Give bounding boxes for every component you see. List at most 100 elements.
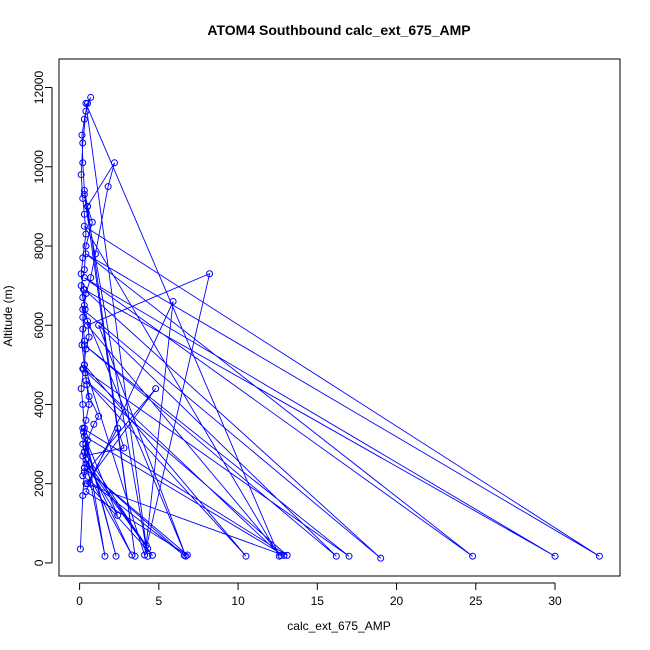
data-point xyxy=(79,325,87,333)
data-point xyxy=(79,472,87,480)
data-point xyxy=(80,337,88,345)
data-point xyxy=(79,159,87,167)
data-point xyxy=(80,115,88,123)
data-point xyxy=(169,297,177,305)
x-tick-label: 20 xyxy=(390,594,404,608)
y-axis-label: Altitude (m) xyxy=(1,285,15,346)
data-point xyxy=(82,107,90,115)
data-point xyxy=(84,321,92,329)
y-tick-label: 6000 xyxy=(32,312,46,339)
data-point xyxy=(79,424,87,432)
data-point xyxy=(128,551,136,559)
data-point xyxy=(80,190,88,198)
data-point xyxy=(80,468,88,476)
data-point xyxy=(80,286,88,294)
data-point xyxy=(80,361,88,369)
x-tick-label: 30 xyxy=(548,594,562,608)
data-point xyxy=(595,552,603,560)
x-tick-label: 25 xyxy=(469,594,483,608)
y-tick-label: 2000 xyxy=(32,470,46,497)
data-point xyxy=(82,250,90,258)
data-point xyxy=(76,545,84,553)
data-point xyxy=(82,290,90,298)
x-tick-label: 15 xyxy=(311,594,325,608)
data-point xyxy=(79,452,87,460)
data-point xyxy=(152,385,160,393)
data-point xyxy=(81,369,89,377)
data-point xyxy=(82,416,90,424)
data-point xyxy=(114,424,122,432)
data-point xyxy=(78,341,86,349)
x-tick-label: 5 xyxy=(155,594,162,608)
data-point xyxy=(82,440,90,448)
data-point xyxy=(131,552,139,560)
data-point xyxy=(112,552,120,560)
data-point xyxy=(280,551,288,559)
data-point xyxy=(87,93,95,101)
data-point xyxy=(79,313,87,321)
data-point xyxy=(82,242,90,250)
y-tick-label: 12000 xyxy=(32,71,46,105)
data-point xyxy=(332,552,340,560)
plot-frame xyxy=(58,58,621,577)
data-point xyxy=(82,377,90,385)
data-point xyxy=(114,511,122,519)
data-point xyxy=(80,432,88,440)
y-tick-label: 8000 xyxy=(32,232,46,259)
data-point xyxy=(81,305,89,313)
data-point xyxy=(83,381,91,389)
data-point xyxy=(80,448,88,456)
data-point xyxy=(149,551,156,559)
data-point xyxy=(110,159,118,167)
data-point xyxy=(82,99,90,107)
data-point xyxy=(90,420,98,428)
data-point xyxy=(469,552,477,560)
data-point xyxy=(80,301,88,309)
data-point xyxy=(79,305,87,313)
data-point xyxy=(85,333,93,341)
chart-title: ATOM4 Southbound calc_ext_675_AMP xyxy=(207,22,470,38)
data-point xyxy=(77,171,85,179)
data-point xyxy=(95,412,103,420)
data-point xyxy=(80,341,88,349)
data-point xyxy=(142,541,150,549)
data-point xyxy=(79,194,87,202)
y-axis: 0 2000 4000 6000 8000 10000 12000 xyxy=(32,71,53,566)
data-point xyxy=(82,345,90,353)
series-layer xyxy=(76,93,603,562)
data-point xyxy=(144,552,152,560)
data-point xyxy=(80,187,88,195)
y-tick-label: 10000 xyxy=(32,150,46,184)
data-point xyxy=(82,488,90,496)
data-point xyxy=(84,202,92,210)
data-point xyxy=(85,393,93,401)
y-tick-label: 0 xyxy=(32,559,46,566)
data-point xyxy=(206,270,214,278)
data-point xyxy=(345,552,353,560)
data-point xyxy=(183,551,191,559)
data-point xyxy=(80,210,88,218)
data-point xyxy=(101,552,109,560)
data-point xyxy=(95,321,103,329)
data-point xyxy=(80,464,88,472)
data-point xyxy=(82,230,90,238)
data-point xyxy=(79,365,87,373)
data-point xyxy=(77,385,85,393)
data-point xyxy=(88,218,96,226)
data-point xyxy=(82,460,90,468)
x-tick-label: 0 xyxy=(76,594,83,608)
data-point xyxy=(80,222,88,230)
data-point xyxy=(80,428,88,436)
data-point xyxy=(84,480,92,488)
data-point xyxy=(85,400,93,408)
data-point xyxy=(79,440,87,448)
data-point xyxy=(79,139,87,147)
y-tick-label: 4000 xyxy=(32,391,46,418)
data-point xyxy=(141,551,149,559)
x-axis: 0 5 10 15 20 25 30 xyxy=(76,582,562,608)
data-point xyxy=(91,250,99,258)
data-point xyxy=(120,444,128,452)
data-point xyxy=(144,545,152,553)
series-line xyxy=(79,97,600,559)
